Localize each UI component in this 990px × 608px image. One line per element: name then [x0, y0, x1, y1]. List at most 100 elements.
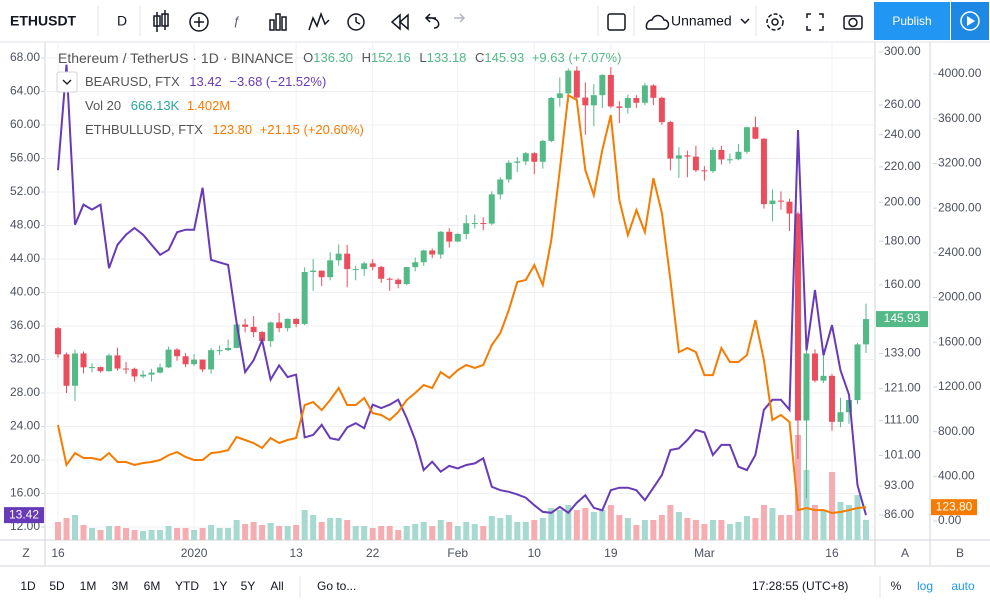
last-value-label: 123.80	[936, 499, 973, 513]
candle-body	[556, 93, 563, 98]
x-tick-label: Mar	[694, 546, 715, 560]
candle-body	[63, 354, 70, 386]
candle-body	[361, 263, 368, 270]
y-tick-label: 56.00	[10, 151, 40, 165]
range-button[interactable]: YTD	[175, 579, 199, 593]
volume-bar	[488, 516, 495, 540]
volume-bar	[318, 522, 325, 540]
layout-caret[interactable]	[740, 18, 750, 25]
last-value-label-bg	[4, 507, 44, 524]
y-tick-label: 400.00	[938, 468, 975, 482]
volume-bar	[684, 518, 691, 540]
candle-body	[760, 138, 767, 205]
y-tick-label: 3600.00	[938, 111, 982, 125]
fullscreen-box-icon[interactable]	[607, 13, 626, 31]
volume-bar	[174, 528, 181, 540]
symbol[interactable]: ETHUSDT	[10, 13, 77, 29]
auto-toggle[interactable]: auto	[951, 579, 975, 593]
range-button[interactable]: 1Y	[213, 579, 228, 593]
candle-body	[650, 85, 657, 98]
range-button[interactable]: All	[270, 579, 283, 593]
goto-button[interactable]: Go to...	[317, 579, 356, 593]
expand-icon[interactable]	[806, 13, 824, 31]
candle-body	[55, 328, 61, 355]
volume-bar	[165, 526, 172, 540]
range-button[interactable]: 6M	[144, 579, 161, 593]
volume-bar	[463, 522, 470, 540]
range-button[interactable]: 1D	[20, 579, 36, 593]
volume-bar	[522, 522, 529, 540]
settings-icon[interactable]	[766, 13, 784, 31]
replay-icon[interactable]	[390, 13, 409, 31]
indicator-add-icon[interactable]	[189, 12, 209, 32]
axis-corner-button[interactable]: Z	[22, 546, 29, 560]
volume-bar	[148, 530, 155, 540]
volume-bar	[633, 525, 640, 540]
y-tick-label: 36.00	[10, 318, 40, 332]
volume-bar	[344, 520, 351, 540]
percent-toggle[interactable]: %	[891, 579, 902, 593]
candle-body	[718, 149, 725, 160]
cloud-icon[interactable]	[645, 14, 670, 30]
alert-icon[interactable]	[347, 13, 365, 31]
candle-body	[182, 356, 189, 365]
range-button[interactable]: 5D	[49, 579, 65, 593]
candle-body	[233, 324, 240, 348]
volume-bar	[582, 508, 589, 540]
volume-bar	[395, 530, 402, 540]
camera-icon[interactable]	[843, 15, 863, 30]
candle-body	[225, 347, 232, 351]
volume-bar	[437, 520, 444, 540]
volume-bar	[854, 495, 861, 540]
log-toggle[interactable]: log	[917, 579, 933, 593]
volume-bar	[675, 512, 682, 540]
compare-icon[interactable]	[308, 11, 330, 31]
range-button[interactable]: 1M	[80, 579, 97, 593]
range-button[interactable]: 3M	[112, 579, 129, 593]
candle-body	[633, 97, 640, 103]
volume-bar	[743, 516, 750, 540]
y-tick-label: 2400.00	[938, 245, 982, 259]
axis-corner-button[interactable]: B	[956, 546, 964, 560]
y-tick-label: 260.00	[884, 97, 921, 111]
volume-bar	[72, 515, 79, 540]
volume-bar	[216, 528, 223, 540]
range-button[interactable]: 5Y	[241, 579, 256, 593]
volume-bar	[276, 526, 283, 540]
y-tick-label: 1600.00	[938, 334, 982, 348]
candle-body	[216, 350, 223, 352]
candle-body	[318, 270, 325, 278]
volume-bar	[752, 518, 759, 540]
axis-corner-button[interactable]: A	[901, 546, 909, 560]
undo-icon[interactable]	[424, 13, 440, 29]
fx-icon[interactable]: ƒ	[233, 14, 240, 28]
candle-icon[interactable]	[153, 10, 169, 32]
publish-label[interactable]: Publish	[892, 14, 931, 28]
y-tick-label: 2000.00	[938, 290, 982, 304]
publish-button[interactable]	[874, 2, 950, 40]
legend-collapse[interactable]	[56, 71, 78, 93]
candle-body	[89, 367, 96, 369]
volume-bar	[845, 505, 852, 540]
interval[interactable]: D	[117, 13, 127, 29]
candle-body	[743, 127, 750, 152]
volume-bar	[820, 510, 827, 540]
volume-bar	[267, 523, 274, 540]
bottom-bar: Go to... 17:28:55 (UTC+8) % log auto 1D 5…	[20, 576, 975, 598]
volume-bar	[556, 510, 563, 540]
candle-body	[157, 367, 164, 373]
volume-bar	[378, 526, 385, 540]
volume-bar	[140, 531, 147, 540]
volume-bar	[114, 526, 121, 540]
bars-icon[interactable]	[269, 13, 287, 31]
candle-body	[97, 367, 104, 372]
candle-body	[692, 156, 699, 171]
layout-name[interactable]: Unnamed	[671, 13, 732, 29]
candle-body	[769, 200, 776, 205]
candle-body	[412, 262, 419, 268]
volume-bar	[616, 515, 623, 540]
volume-bar	[650, 520, 657, 540]
candle-body	[335, 253, 342, 261]
